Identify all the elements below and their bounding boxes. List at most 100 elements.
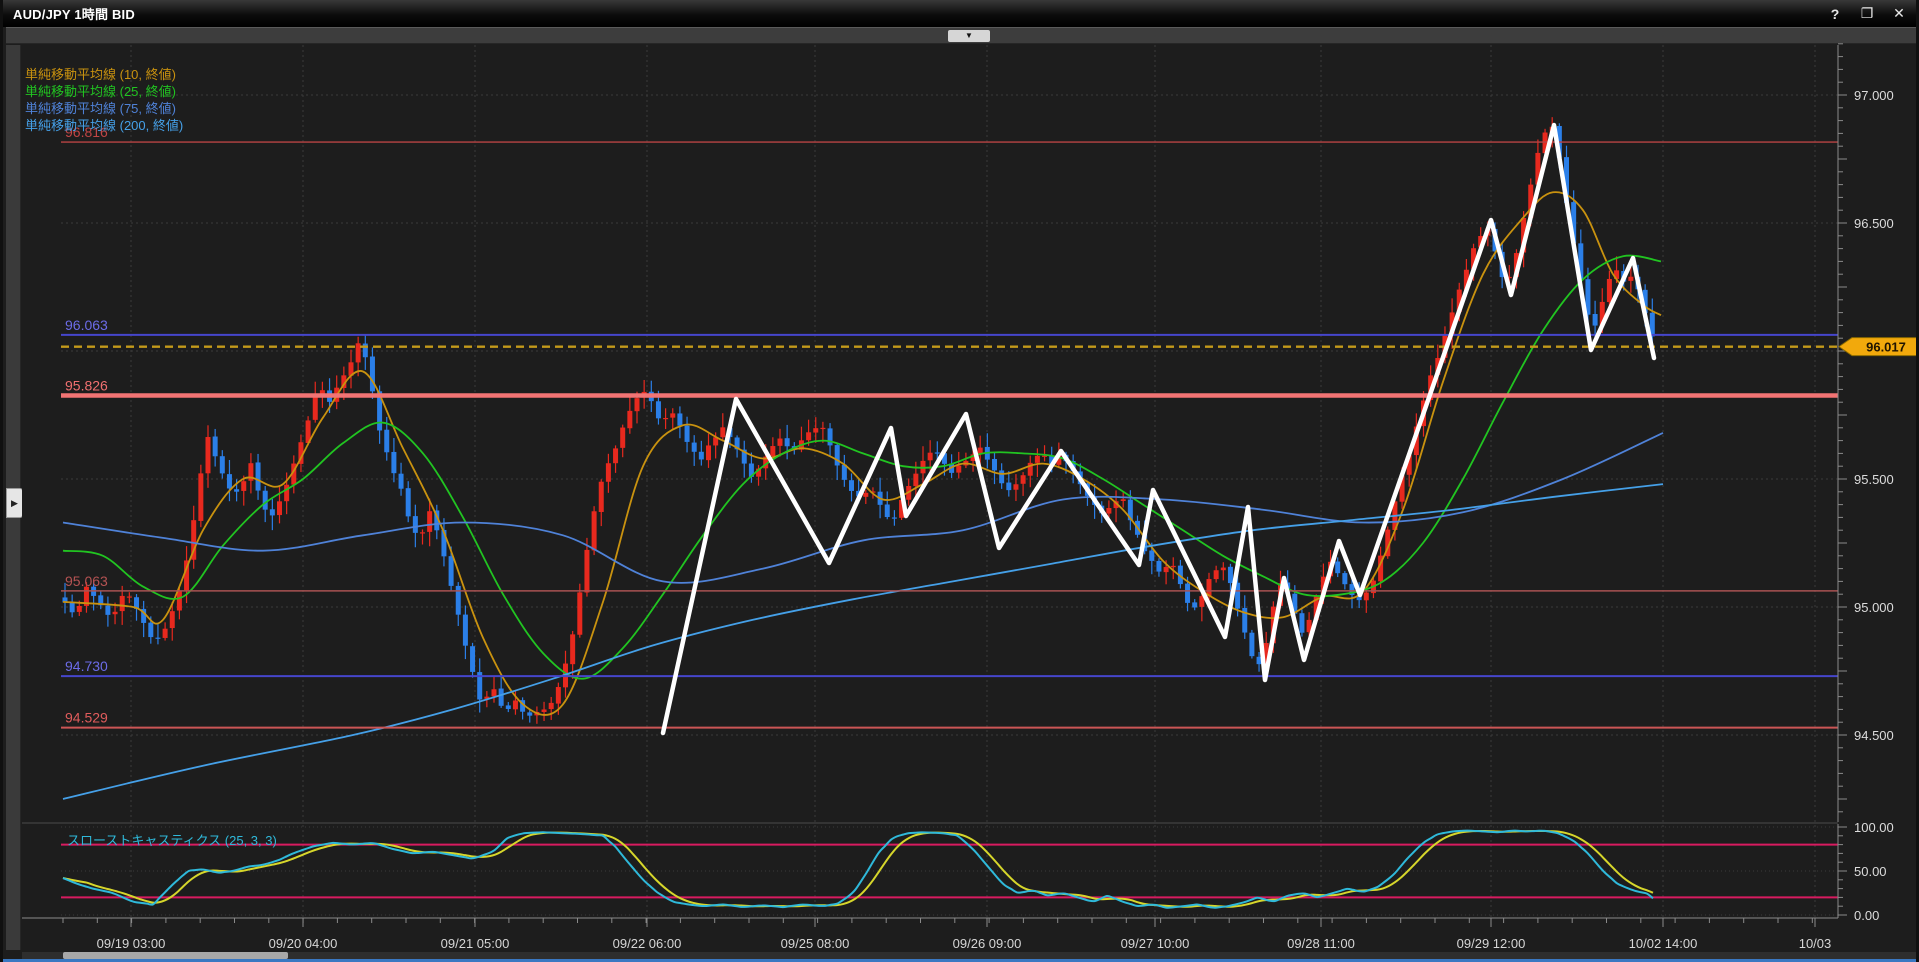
candle-body <box>1199 596 1205 607</box>
price-level-label-96.063: 96.063 <box>65 317 108 333</box>
price-axis-label: 95.500 <box>1854 472 1894 487</box>
candle-body <box>598 481 604 512</box>
candle-body <box>634 398 640 412</box>
price-axis-label: 95.000 <box>1854 600 1894 615</box>
candle-body <box>412 516 418 533</box>
scrollbar-thumb[interactable] <box>63 952 288 959</box>
candle-body <box>1385 529 1391 557</box>
candle-body <box>1013 484 1019 490</box>
restore-icon[interactable]: ❐ <box>1860 5 1874 21</box>
candle-body <box>105 605 111 615</box>
candle-body <box>777 438 783 446</box>
candle-body <box>341 375 347 388</box>
candle-body <box>455 585 461 615</box>
price-level-label-94.529: 94.529 <box>65 710 108 726</box>
collapse-panel-button[interactable]: ▼ <box>948 30 990 42</box>
candle-body <box>1034 455 1040 463</box>
candle-body <box>1578 243 1584 280</box>
candle-body <box>1006 482 1012 491</box>
candle-body <box>377 391 383 431</box>
time-axis-label: 09/19 03:00 <box>97 936 166 951</box>
stochastics-pane <box>61 829 1838 909</box>
candle-body <box>956 465 962 473</box>
close-icon[interactable]: ✕ <box>1893 5 1905 21</box>
candle-body <box>541 709 547 712</box>
candle-body <box>841 464 847 480</box>
candle-body <box>1399 475 1405 502</box>
time-axis-label: 09/26 09:00 <box>953 936 1022 951</box>
horizontal-scrollbar[interactable] <box>22 952 1916 959</box>
candle-body <box>369 356 375 392</box>
candle-body <box>405 488 411 517</box>
candle-body <box>1242 607 1248 633</box>
candle-body <box>1564 157 1569 203</box>
candle-body <box>448 556 454 586</box>
time-axis-label: 09/27 10:00 <box>1121 936 1190 951</box>
candle-body <box>605 463 611 482</box>
candle-body <box>555 687 561 704</box>
candle-body <box>934 452 940 454</box>
candle-body <box>420 532 425 534</box>
candle-body <box>176 590 182 611</box>
candle-body <box>1406 455 1412 475</box>
price-axis-label: 97.000 <box>1854 88 1894 103</box>
candle-body <box>1378 555 1384 582</box>
current-price-badge-value: 96.017 <box>1866 340 1906 355</box>
candle-body <box>427 511 433 532</box>
candle-body <box>1413 426 1419 456</box>
candle-body <box>1478 236 1484 248</box>
candle-body <box>613 448 619 464</box>
help-icon[interactable]: ? <box>1830 5 1840 22</box>
candle-body <box>1192 602 1198 608</box>
sma-10-line <box>62 191 1662 716</box>
sma-75-line <box>62 432 1664 584</box>
title-bar[interactable]: AUD/JPY 1時間 BID ? ❐ ✕ <box>3 0 1916 27</box>
candle-body <box>355 343 361 363</box>
candle-body <box>1356 595 1362 601</box>
candle-body <box>462 614 468 646</box>
candle-body <box>134 597 139 609</box>
candle-body <box>162 628 168 638</box>
candle-body <box>627 410 633 429</box>
candle-body <box>806 432 812 441</box>
candle-body <box>1106 508 1112 514</box>
candle-body <box>1235 582 1241 609</box>
legend-item-sma-1: 単純移動平均線 (25, 終値) <box>25 84 176 99</box>
candle-body <box>820 427 826 430</box>
time-axis-label: 09/22 06:00 <box>613 936 682 951</box>
candle-body <box>434 510 440 531</box>
candle-body <box>1170 565 1176 568</box>
time-axis-label: 09/20 04:00 <box>269 936 338 951</box>
candle-body <box>1313 596 1319 621</box>
candle-body <box>1521 217 1527 253</box>
candle-body <box>1456 289 1462 313</box>
candle-body <box>205 437 211 474</box>
price-axis[interactable] <box>1837 43 1847 822</box>
candle-body <box>1113 501 1119 509</box>
chart-canvas[interactable]: 96.816 96.063 95.826 95.063 94.730 94.529 97.0… <box>3 0 1919 962</box>
current-price-badge[interactable]: 96.017 <box>1838 337 1919 357</box>
time-axis-label: 10/03 <box>1799 936 1832 951</box>
candle-body <box>1042 455 1048 457</box>
toolbar-strip: ▼ <box>6 27 1916 44</box>
candle-body <box>62 597 68 603</box>
candle-body <box>941 453 947 464</box>
candle-body <box>262 490 268 510</box>
sma-25-line <box>62 254 1662 680</box>
candle-body <box>720 427 726 438</box>
candle-body <box>226 474 232 489</box>
candle-body <box>1306 619 1312 633</box>
candle-body <box>1127 499 1133 521</box>
candle-body <box>1177 565 1183 585</box>
candle-body <box>269 509 275 516</box>
candle-body <box>849 480 854 491</box>
candle-body <box>1614 270 1620 279</box>
time-axis-label: 10/02 14:00 <box>1629 936 1698 951</box>
candle-body <box>291 463 297 485</box>
trendline-drawing[interactable] <box>660 122 1657 736</box>
candle-body <box>312 396 318 420</box>
candle-body <box>620 427 626 448</box>
stoch-axis-label: 0.00 <box>1854 908 1879 923</box>
stochastics-legend: スローストキャスティクス (25, 3, 3) <box>67 833 277 848</box>
candle-body <box>1163 567 1169 573</box>
